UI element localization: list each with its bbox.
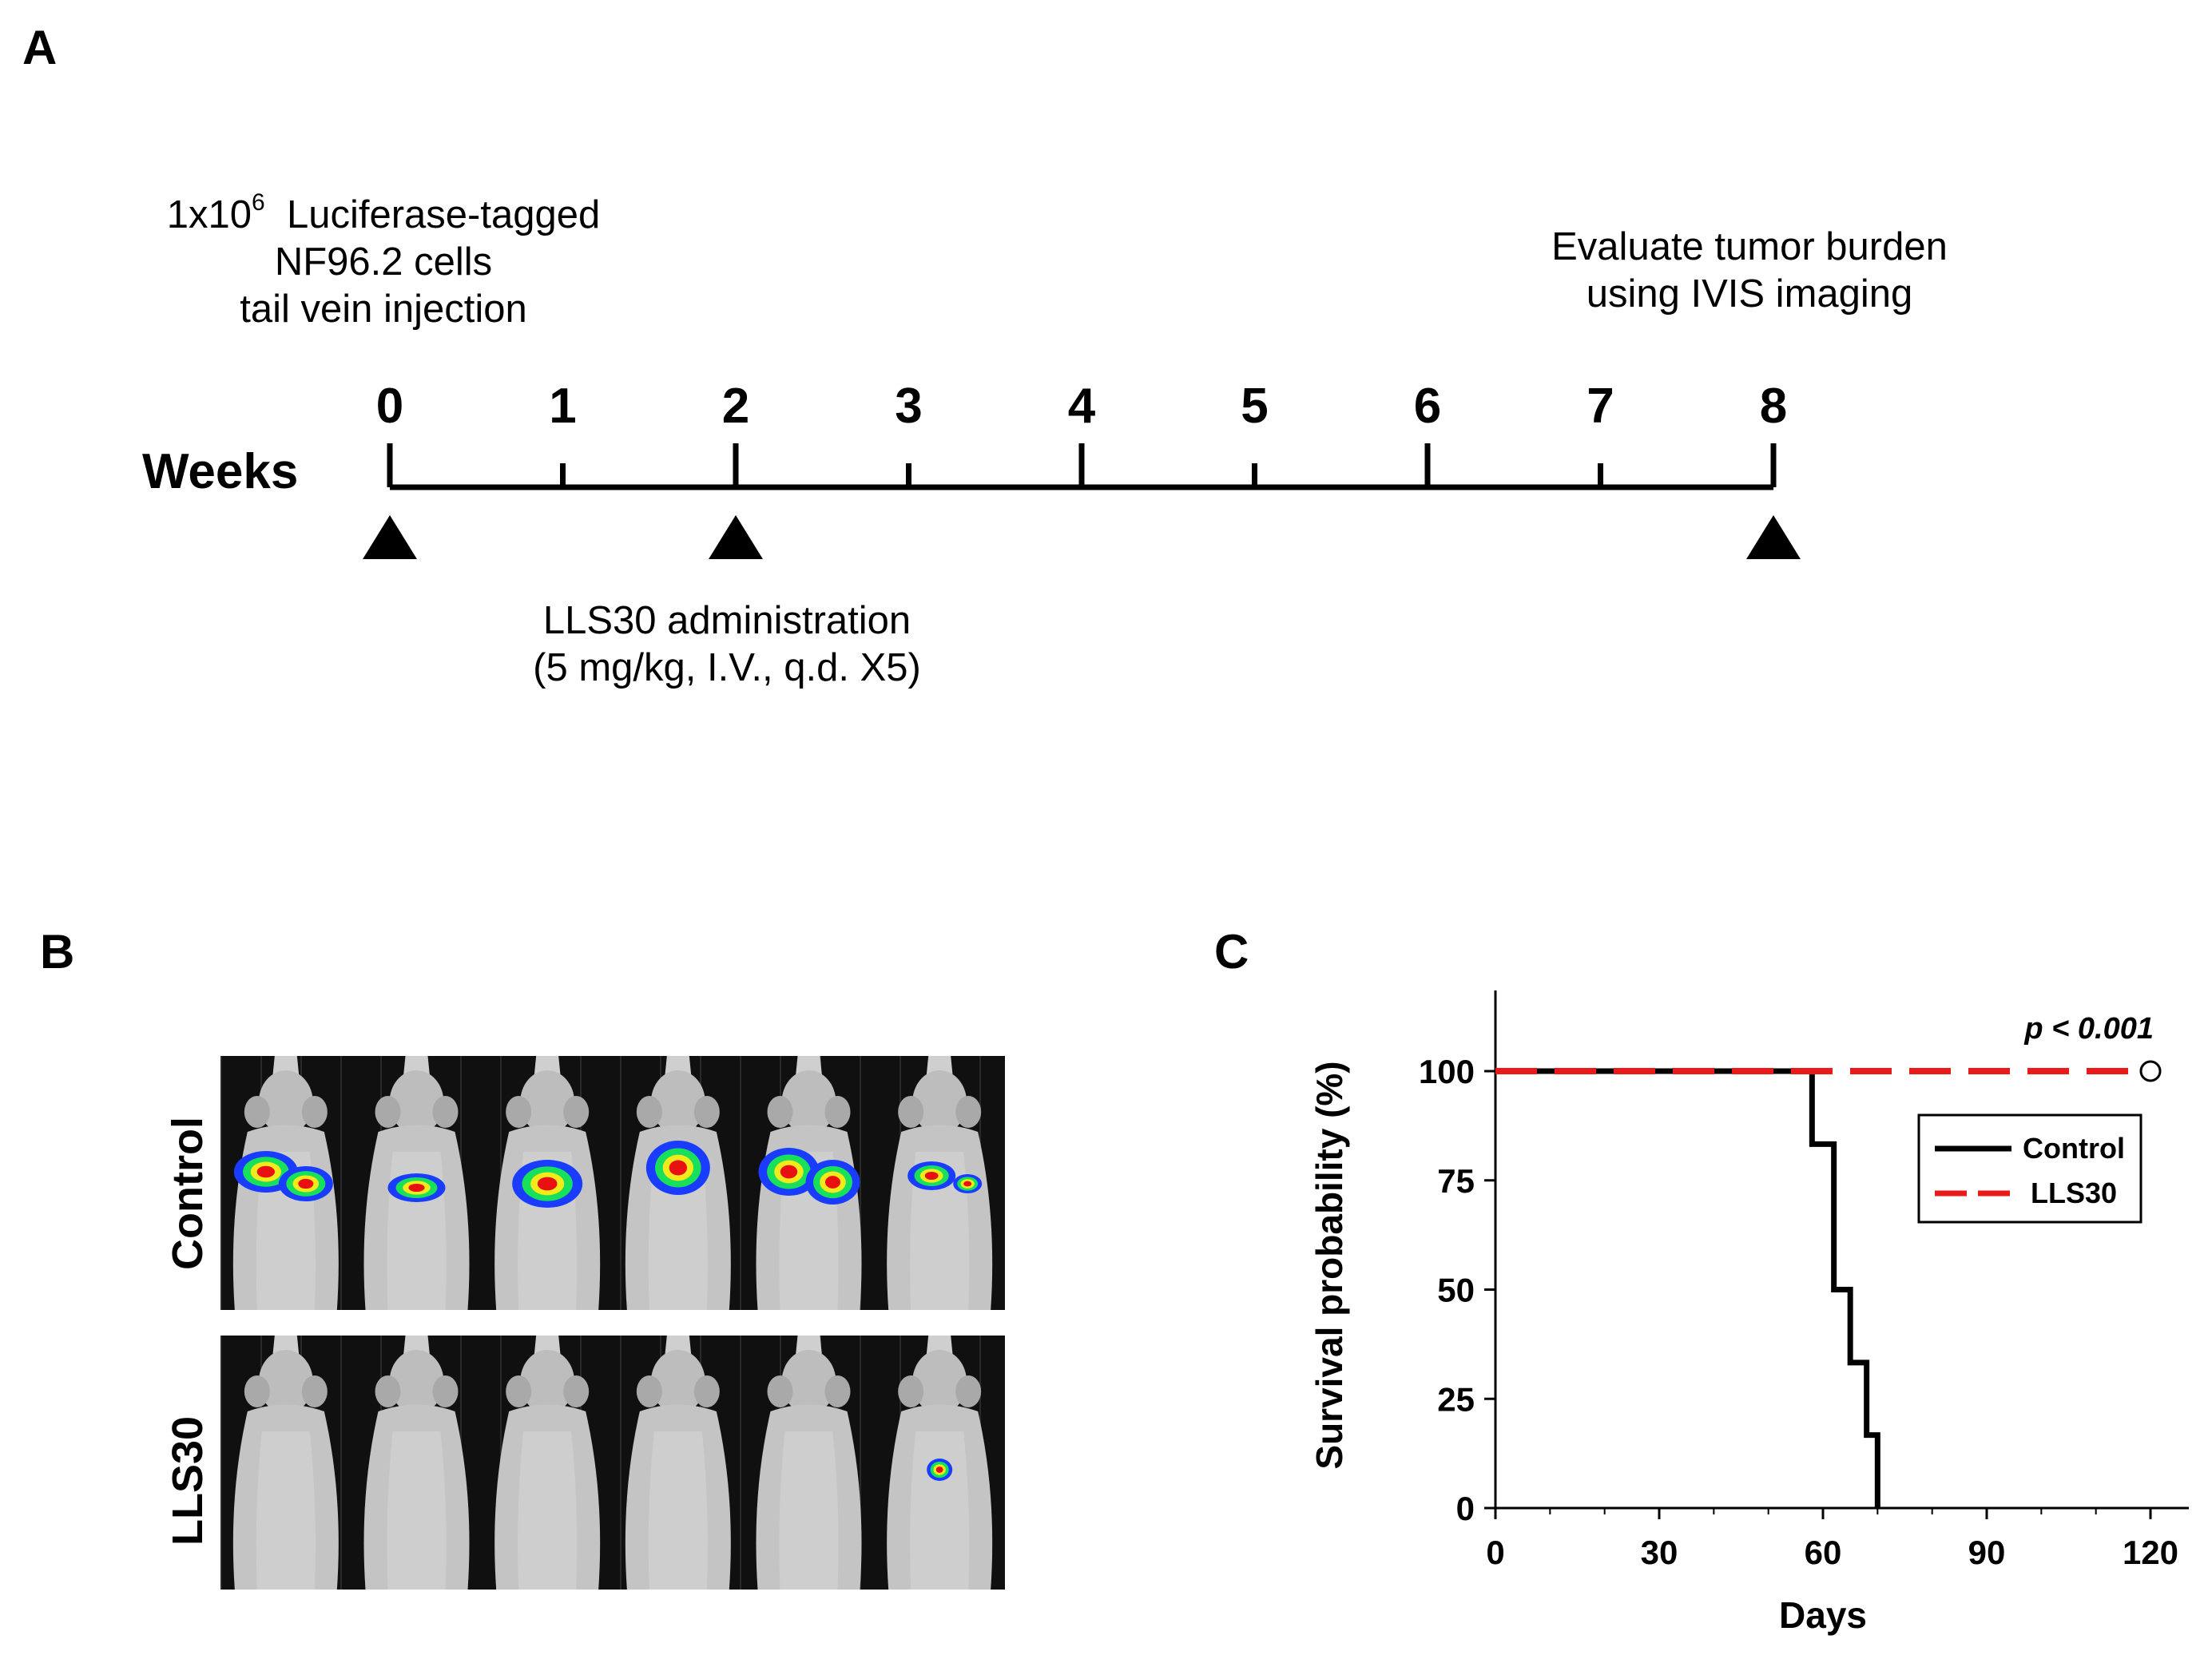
- y-tick-label: 75: [1437, 1162, 1475, 1200]
- x-tick-label: 60: [1805, 1534, 1842, 1571]
- bioluminescence-signal: [805, 1160, 860, 1205]
- censored-marker: [2139, 1060, 2162, 1082]
- series-line-control: [1495, 1068, 1880, 1508]
- y-tick-label: 100: [1419, 1053, 1475, 1090]
- mouse: [363, 1336, 470, 1590]
- injection-line3: tail vein injection: [240, 287, 527, 331]
- bioluminescence-signal: [278, 1166, 333, 1201]
- panel-label-b: B: [40, 925, 75, 978]
- p-value-annotation: p < 0.001: [2023, 1012, 2154, 1046]
- x-tick-label: 90: [1968, 1534, 2006, 1571]
- injection-line1: Luciferase-tagged: [286, 193, 601, 236]
- bioluminescence-signal: [907, 1161, 956, 1190]
- timeline-tick-label: 3: [895, 379, 923, 434]
- y-tick-label: 50: [1437, 1272, 1475, 1309]
- bioluminescence-signal: [645, 1141, 710, 1195]
- administration-line2: (5 mg/kg, I.V., q.d. X5): [533, 645, 921, 689]
- mouse: [756, 1336, 862, 1590]
- bioluminescence-signal: [927, 1459, 953, 1481]
- row-label-lls30: LLS30: [164, 1415, 212, 1546]
- survival-chart: 0 25 50 75 100 0 30 60 90 120 Control LLS30 Surviv…: [1309, 990, 2189, 1636]
- timeline-tick-label: 7: [1587, 379, 1614, 434]
- dose-marker-triangle: [709, 515, 763, 559]
- panel-label-c: C: [1214, 925, 1249, 978]
- timeline-tick-label: 1: [549, 379, 577, 434]
- weeks-label: Weeks: [142, 444, 299, 499]
- bioluminescence-signal: [953, 1174, 983, 1193]
- lls30-mice-image: [220, 1336, 993, 1590]
- timeline-tick-label: 0: [375, 379, 404, 434]
- bioluminescence-signal: [512, 1160, 583, 1208]
- timeline-tick-label: 5: [1241, 379, 1269, 434]
- administration-annotation: LLS30 administration (5 mg/kg, I.V., q.d…: [447, 597, 1007, 692]
- mouse: [494, 1336, 601, 1590]
- x-tick-label: 120: [2123, 1534, 2178, 1571]
- injection-annotation: 1x106 Luciferase-tagged NF96.2 cells tai…: [136, 189, 631, 332]
- administration-line1: LLS30 administration: [542, 599, 911, 642]
- dose-marker-triangle: [363, 515, 417, 559]
- bioluminescence-signal: [758, 1148, 820, 1196]
- x-tick-label: 0: [1486, 1534, 1504, 1571]
- x-axis-label: Days: [1779, 1594, 1867, 1636]
- injection-coeff: 1x10: [166, 193, 252, 236]
- evaluate-line1: Evaluate tumor burden: [1551, 225, 1948, 268]
- mouse: [625, 1336, 731, 1590]
- timeline-tick-label: 6: [1413, 379, 1442, 434]
- timeline-tick-label: 2: [721, 379, 750, 434]
- injection-line2: NF96.2 cells: [274, 240, 493, 284]
- mouse: [887, 1336, 993, 1590]
- mouse: [887, 1056, 993, 1310]
- control-mice-image: [220, 1056, 993, 1310]
- injection-exponent: 6: [252, 189, 265, 216]
- legend-label: LLS30: [2031, 1177, 2117, 1209]
- control-imaging-panel: [220, 1056, 1005, 1310]
- evaluate-line2: using IVIS imaging: [1586, 272, 1913, 316]
- x-tick-label: 30: [1641, 1534, 1678, 1571]
- legend-box: [1917, 1113, 2143, 1224]
- row-label-control: Control: [164, 1117, 212, 1270]
- y-tick-label: 0: [1456, 1490, 1475, 1527]
- panel-label-a: A: [22, 21, 58, 74]
- timeline-tick-label: 4: [1067, 379, 1096, 434]
- timeline-tick-label: 8: [1759, 379, 1788, 434]
- y-axis-label: Survival probability (%): [1309, 1061, 1350, 1469]
- y-tick-label: 25: [1437, 1380, 1475, 1418]
- mouse: [232, 1336, 339, 1590]
- evaluate-annotation: Evaluate tumor burden using IVIS imaging: [1502, 224, 1997, 318]
- dose-marker-triangle: [1746, 515, 1801, 559]
- bioluminescence-signal: [387, 1173, 446, 1202]
- timeline-axis: [363, 443, 1801, 559]
- lls30-imaging-panel: [220, 1336, 1005, 1590]
- legend-label: Control: [2023, 1132, 2125, 1165]
